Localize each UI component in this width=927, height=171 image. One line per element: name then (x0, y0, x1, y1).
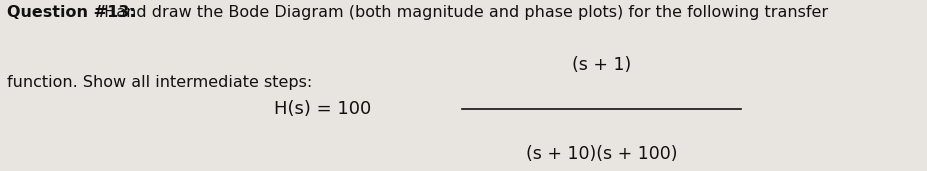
Text: H(s) = 100: H(s) = 100 (273, 100, 371, 119)
Text: Hand draw the Bode Diagram (both magnitude and phase plots) for the following tr: Hand draw the Bode Diagram (both magnitu… (99, 5, 828, 20)
Text: Question #13:: Question #13: (7, 5, 136, 20)
Text: (s + 10)(s + 100): (s + 10)(s + 100) (525, 145, 677, 163)
Text: function. Show all intermediate steps:: function. Show all intermediate steps: (7, 75, 312, 90)
Text: (s + 1): (s + 1) (571, 56, 630, 74)
